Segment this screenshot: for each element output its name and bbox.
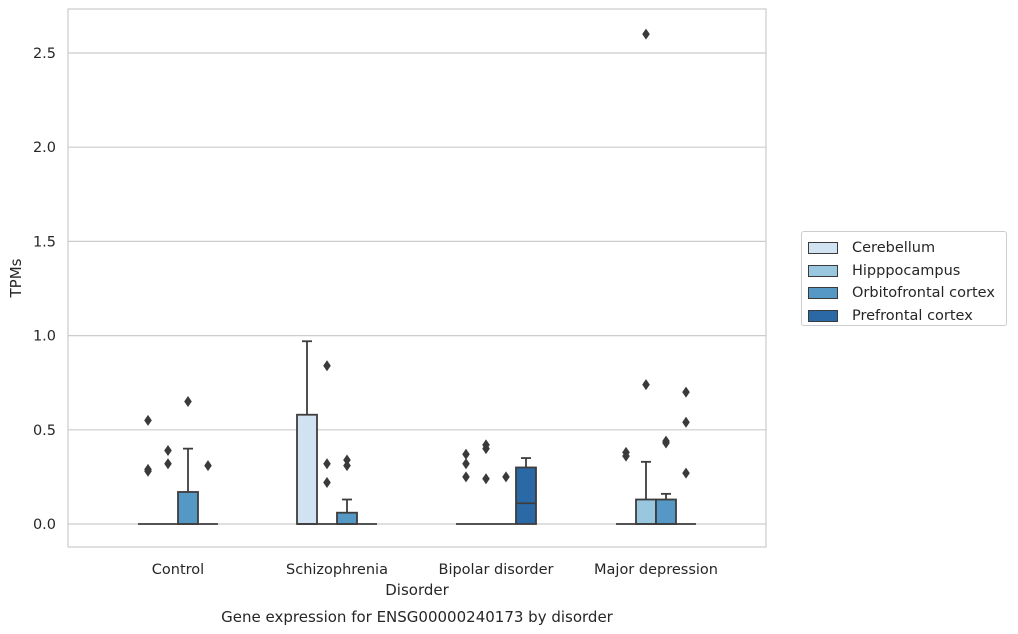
outlier-point <box>622 446 630 458</box>
box-group <box>198 460 218 525</box>
legend-item: Orbitofrontal cortex <box>808 282 1006 305</box>
outlier-point <box>502 471 510 483</box>
chart-title: Gene expression for ENSG00000240173 by d… <box>221 608 614 626</box>
box-group <box>317 360 337 525</box>
outlier-point <box>682 386 690 398</box>
outlier-point <box>343 460 351 472</box>
x-tick-labels: Control Schizophrenia Bipolar disorder Majo… <box>152 562 718 578</box>
box-rect <box>655 498 677 525</box>
legend-label: Hipppocampus <box>852 262 961 279</box>
outlier-point <box>682 416 690 428</box>
chart-legend: Cerebellum Hipppocampus Orbitofrontal cort… <box>801 231 1007 326</box>
y-tick-label: 0.0 <box>33 517 56 533</box>
outlier-point <box>642 379 650 391</box>
box-rect <box>515 466 537 525</box>
outlier-point <box>343 454 351 466</box>
y-tick-labels: 0.0 0.5 1.0 1.5 2.0 2.5 <box>33 46 56 533</box>
outlier-point <box>164 445 172 457</box>
legend-swatch <box>808 287 838 300</box>
outlier-point <box>482 439 490 451</box>
outlier-point <box>184 396 192 408</box>
y-tick-label: 0.5 <box>33 423 56 439</box>
y-tick-label: 1.5 <box>33 234 56 250</box>
box-rect <box>296 413 318 525</box>
x-tick-label: Control <box>152 562 204 578</box>
y-tick-label: 2.5 <box>33 46 56 62</box>
box-group <box>456 448 476 525</box>
outlier-point <box>682 467 690 479</box>
outlier-point <box>662 435 670 447</box>
y-axis-label: TPMs <box>7 258 25 298</box>
outlier-point <box>204 460 212 472</box>
outlier-point <box>462 448 470 460</box>
x-tick-label: Bipolar disorder <box>439 562 554 578</box>
legend-item: Cerebellum <box>808 237 1006 260</box>
box-group <box>138 414 158 525</box>
box-group <box>515 457 537 525</box>
legend-item: Hipppocampus <box>808 260 1006 283</box>
grid-lines <box>68 52 766 525</box>
box-group <box>296 340 318 525</box>
x-axis-label: Disorder <box>385 581 449 599</box>
box-group <box>676 386 696 525</box>
x-tick-label: Major depression <box>594 562 718 578</box>
plot-frame <box>67 8 767 548</box>
legend-item: Prefrontal cortex <box>808 305 1006 328</box>
legend-label: Cerebellum <box>852 240 936 257</box>
outlier-point <box>323 360 331 372</box>
legend-swatch <box>808 309 838 322</box>
y-tick-label: 1.0 <box>33 329 56 345</box>
box-rect <box>177 491 199 525</box>
outlier-point <box>462 471 470 483</box>
x-tick-label: Schizophrenia <box>286 562 388 578</box>
outlier-point <box>144 414 152 426</box>
outlier-point <box>462 458 470 470</box>
outlier-point <box>323 477 331 489</box>
box-group <box>476 439 496 525</box>
y-tick-label: 2.0 <box>33 140 56 156</box>
box-group <box>158 445 178 525</box>
box-group <box>655 435 677 525</box>
box-rect <box>635 498 657 525</box>
box-group <box>336 454 358 525</box>
outlier-point <box>323 458 331 470</box>
box-rect <box>336 511 358 525</box>
box-group <box>635 28 657 525</box>
box-group <box>496 471 516 525</box>
legend-swatch <box>808 242 838 255</box>
box-plot-series <box>138 28 696 525</box>
legend-label: Orbitofrontal cortex <box>852 285 995 302</box>
outlier-point <box>164 458 172 470</box>
outlier-point <box>642 28 650 40</box>
outlier-point <box>144 463 152 475</box>
box-group <box>177 396 199 525</box>
outlier-point <box>482 473 490 485</box>
box-group <box>616 446 636 525</box>
legend-label: Prefrontal cortex <box>852 307 973 324</box>
legend-swatch <box>808 264 838 277</box>
